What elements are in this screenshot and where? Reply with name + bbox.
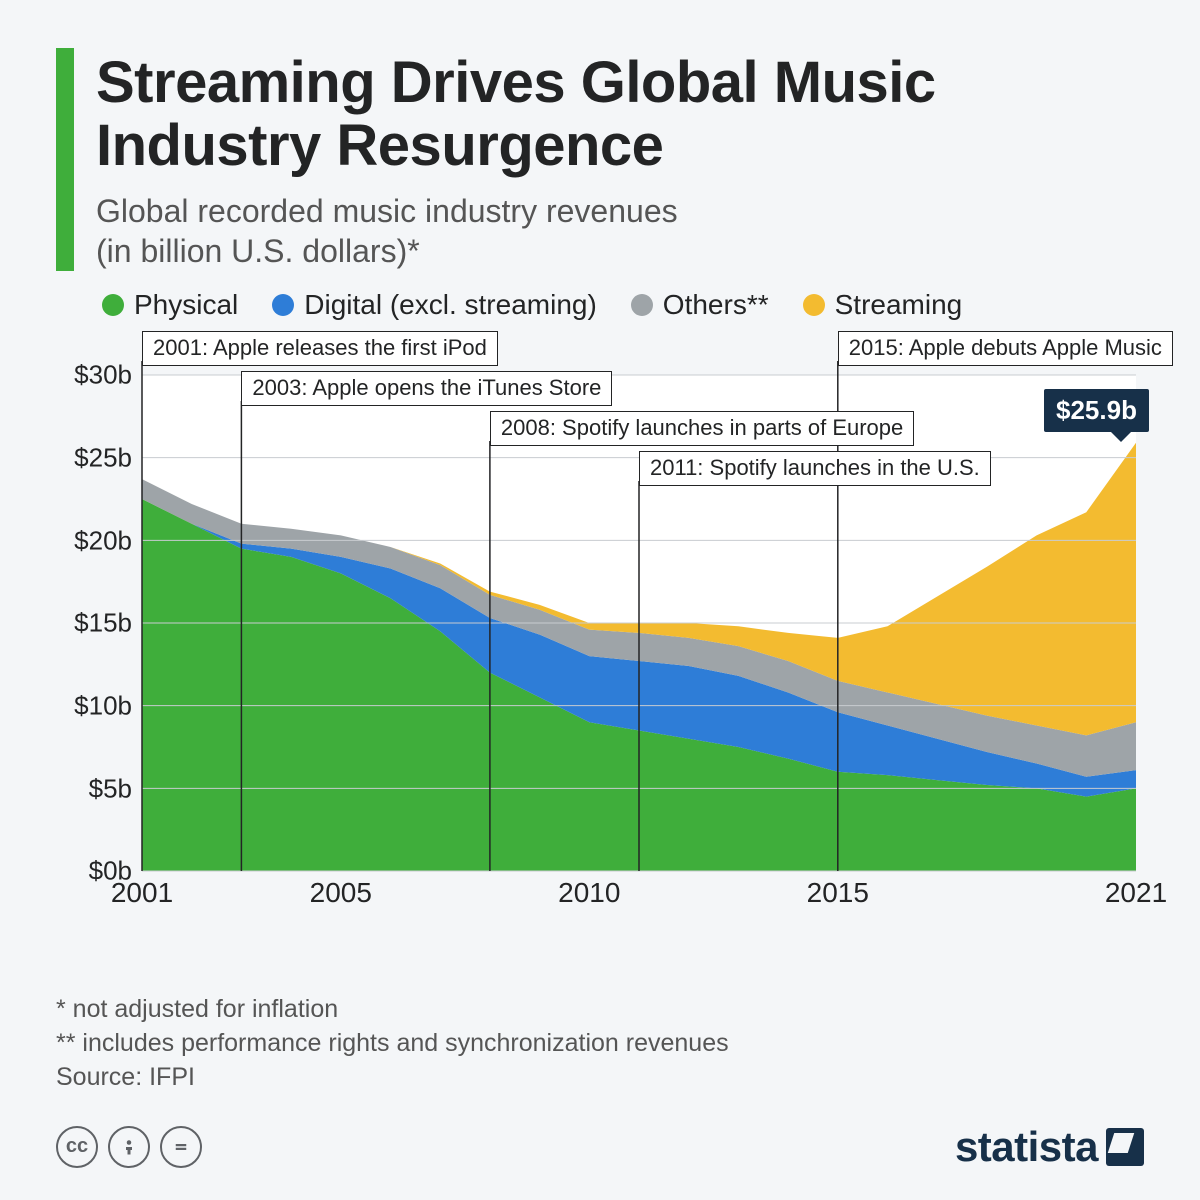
brand-mark-icon <box>1106 1128 1144 1166</box>
y-tick-label: $15b <box>56 608 142 639</box>
x-tick-label: 2021 <box>1105 877 1167 909</box>
event-annotation: 2003: Apple opens the iTunes Store <box>241 371 612 406</box>
page-title: Streaming Drives Global Music Industry R… <box>96 52 1144 177</box>
legend-swatch <box>102 294 124 316</box>
legend-label: Others** <box>663 289 769 321</box>
y-tick-label: $30b <box>56 360 142 391</box>
legend-swatch <box>803 294 825 316</box>
y-axis: $0b$5b$10b$15b$20b$25b$30b <box>56 375 142 871</box>
cc-license-icons: cc <box>56 1126 202 1168</box>
x-tick-label: 2010 <box>558 877 620 909</box>
event-annotation: 2011: Spotify launches in the U.S. <box>639 451 991 486</box>
y-tick-label: $25b <box>56 442 142 473</box>
brand-logo: statista <box>955 1123 1144 1171</box>
plot-area: 2001: Apple releases the first iPod2003:… <box>142 375 1136 871</box>
legend-item-others: Others** <box>631 289 769 321</box>
accent-bar <box>56 48 74 271</box>
legend-label: Streaming <box>835 289 963 321</box>
footnote-line: ** includes performance rights and synch… <box>56 1027 1144 1061</box>
legend-label: Digital (excl. streaming) <box>304 289 597 321</box>
legend-item-streaming: Streaming <box>803 289 963 321</box>
y-tick-label: $5b <box>56 773 142 804</box>
legend-swatch <box>631 294 653 316</box>
legend-item-digital: Digital (excl. streaming) <box>272 289 597 321</box>
x-tick-label: 2015 <box>807 877 869 909</box>
event-annotation: 2015: Apple debuts Apple Music <box>838 331 1173 366</box>
footer: cc statista <box>56 1123 1144 1171</box>
footnotes: * not adjusted for inflation ** includes… <box>56 993 1144 1094</box>
cc-nd-icon <box>160 1126 202 1168</box>
page-subtitle: Global recorded music industry revenues(… <box>96 191 1144 271</box>
legend-item-physical: Physical <box>102 289 238 321</box>
event-annotation: 2001: Apple releases the first iPod <box>142 331 498 366</box>
y-tick-label: $20b <box>56 525 142 556</box>
footnote-line: * not adjusted for inflation <box>56 993 1144 1027</box>
legend-swatch <box>272 294 294 316</box>
legend: Physical Digital (excl. streaming) Other… <box>102 289 1144 321</box>
brand-text: statista <box>955 1123 1098 1171</box>
header-block: Streaming Drives Global Music Industry R… <box>56 48 1144 271</box>
x-tick-label: 2001 <box>111 877 173 909</box>
final-value-label: $25.9b <box>1056 395 1137 425</box>
legend-label: Physical <box>134 289 238 321</box>
y-tick-label: $10b <box>56 690 142 721</box>
cc-by-icon <box>108 1126 150 1168</box>
title-block: Streaming Drives Global Music Industry R… <box>96 48 1144 271</box>
grid-svg <box>142 375 1136 871</box>
final-value-flag: $25.9b <box>1044 389 1149 432</box>
footnote-line: Source: IFPI <box>56 1061 1144 1095</box>
chart: $0b$5b$10b$15b$20b$25b$30b 2001: Apple r… <box>56 331 1136 951</box>
cc-icon: cc <box>56 1126 98 1168</box>
event-annotation: 2008: Spotify launches in parts of Europ… <box>490 411 914 446</box>
x-tick-label: 2005 <box>310 877 372 909</box>
